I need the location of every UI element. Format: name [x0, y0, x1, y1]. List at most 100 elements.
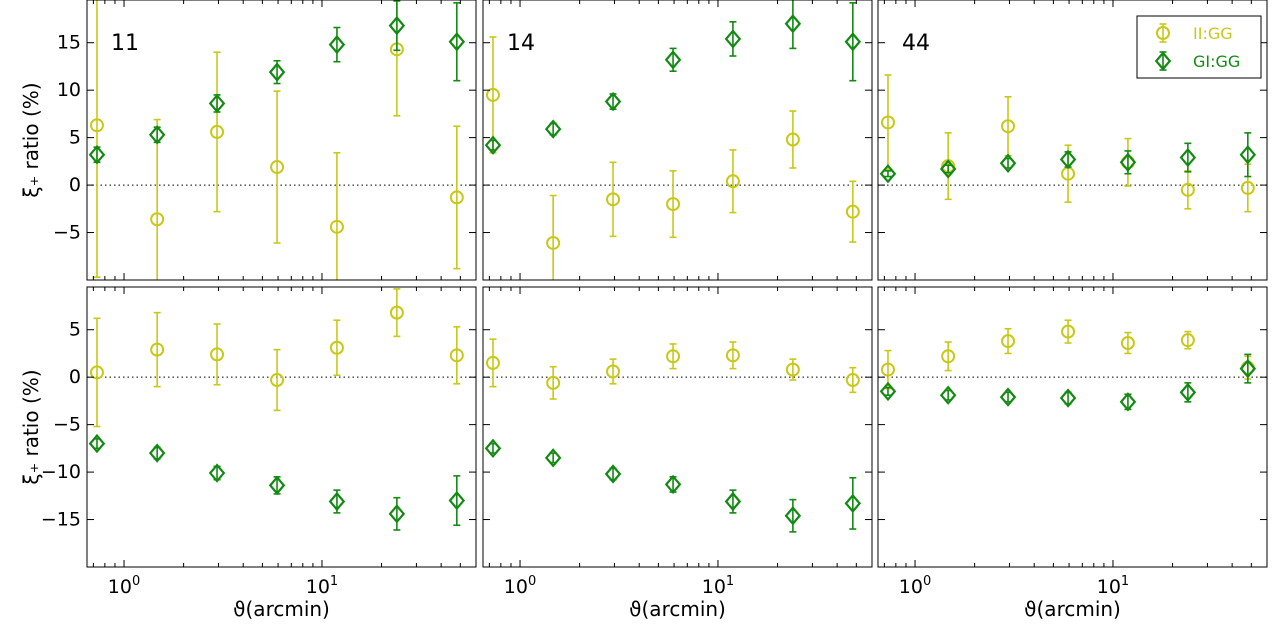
x-tick-label: 101: [702, 574, 734, 598]
point-GI-7: [448, 2, 466, 82]
marker-circle: [1240, 180, 1255, 195]
marker-diamond: [999, 387, 1017, 407]
legend-label: GI:GG: [1193, 52, 1240, 71]
point-II-3: [1001, 327, 1016, 355]
marker-diamond: [88, 433, 106, 454]
marker-circle: [845, 204, 860, 219]
marker-diamond: [784, 14, 802, 34]
marker-diamond: [664, 50, 682, 70]
point-GI-4: [1059, 388, 1077, 408]
point-GI-3: [604, 91, 622, 112]
marker-circle: [485, 355, 500, 370]
marker-diamond: [1119, 392, 1137, 412]
y-tick-label: −10: [41, 461, 81, 483]
marker-circle: [666, 197, 681, 212]
point-II-4: [666, 170, 681, 239]
point-GI-6: [784, 498, 802, 533]
y-tick-label: 0: [69, 366, 81, 388]
point-GI-6: [388, 0, 406, 52]
point-GI-7: [1239, 353, 1257, 384]
point-GI-6: [1179, 382, 1197, 403]
point-GI-2: [148, 125, 166, 145]
point-GI-3: [999, 153, 1017, 173]
marker-circle: [1001, 119, 1016, 134]
point-II-7: [449, 326, 464, 385]
marker-circle: [1180, 182, 1195, 197]
point-GI-5: [724, 489, 742, 514]
marker-diamond: [484, 438, 502, 459]
point-II-3: [606, 358, 621, 385]
marker-circle: [546, 375, 561, 390]
y-axis-label: ξ₊ ratio (%): [19, 82, 43, 197]
marker-diamond: [1179, 382, 1197, 403]
point-II-7: [845, 366, 860, 394]
data-layer: [879, 74, 1257, 213]
point-GI-2: [148, 443, 166, 463]
point-GI-2: [544, 119, 562, 139]
marker-circle: [845, 373, 860, 388]
marker-circle: [210, 124, 225, 139]
x-axis-label: ϑ(arcmin): [629, 597, 726, 621]
point-II-4: [666, 343, 681, 370]
x-axis-label: ϑ(arcmin): [233, 597, 330, 621]
panel-44: 44: [877, 0, 1268, 281]
marker-diamond: [388, 504, 406, 524]
marker-circle: [606, 192, 621, 207]
point-GI-1: [879, 163, 897, 184]
x-tick-label: 101: [1097, 574, 1129, 598]
point-GI-5: [724, 21, 742, 57]
marker-diamond: [1239, 358, 1257, 379]
point-II-3: [210, 51, 225, 213]
marker-circle: [880, 115, 895, 130]
point-GI-4: [268, 475, 286, 496]
data-layer: [879, 319, 1257, 412]
x-tick-label: 101: [306, 574, 338, 598]
point-GI-4: [1059, 149, 1077, 170]
point-GI-3: [208, 93, 226, 114]
point-GI-1: [879, 381, 897, 402]
marker-diamond: [1179, 147, 1197, 168]
marker-diamond: [328, 34, 346, 55]
point-GI-1: [88, 145, 106, 165]
point-GI-2: [939, 385, 957, 405]
point-II-5: [329, 152, 344, 280]
legend-box: [1136, 15, 1262, 79]
point-II-1: [485, 338, 500, 388]
y-tick-label: 5: [69, 127, 81, 149]
point-II-7: [845, 180, 860, 243]
marker-circle: [389, 305, 404, 320]
marker-circle: [606, 364, 621, 379]
point-II-1: [89, 0, 104, 278]
point-II-6: [1180, 330, 1195, 350]
legend: II:GG GI:GG: [1136, 15, 1262, 79]
point-GI-1: [484, 438, 502, 459]
point-GI-7: [448, 475, 466, 527]
point-GI-3: [604, 464, 622, 484]
marker-diamond: [844, 32, 862, 52]
x-tick-label: 100: [504, 574, 536, 598]
marker-diamond: [939, 385, 957, 405]
point-II-2: [150, 311, 165, 388]
y-tick-label: −5: [53, 414, 81, 436]
marker-circle: [666, 349, 681, 364]
point-II-2: [150, 118, 165, 280]
marker-diamond: [1059, 149, 1077, 170]
marker-circle: [725, 174, 740, 189]
marker-circle: [150, 342, 165, 357]
marker-diamond: [148, 125, 166, 145]
panel-frame: [86, 286, 477, 568]
data-layer: [484, 0, 862, 280]
point-GI-5: [328, 489, 346, 514]
panel-frame: [86, 0, 477, 281]
point-II-3: [1001, 96, 1016, 157]
panel-frame: [877, 286, 1268, 568]
point-GI-6: [388, 496, 406, 531]
marker-circle: [270, 373, 285, 388]
point-GI-5: [1119, 392, 1137, 412]
point-II-1: [880, 74, 895, 171]
point-II-3: [606, 161, 621, 238]
y-tick-label: −5: [53, 222, 81, 244]
panel-frame: [877, 0, 1268, 281]
